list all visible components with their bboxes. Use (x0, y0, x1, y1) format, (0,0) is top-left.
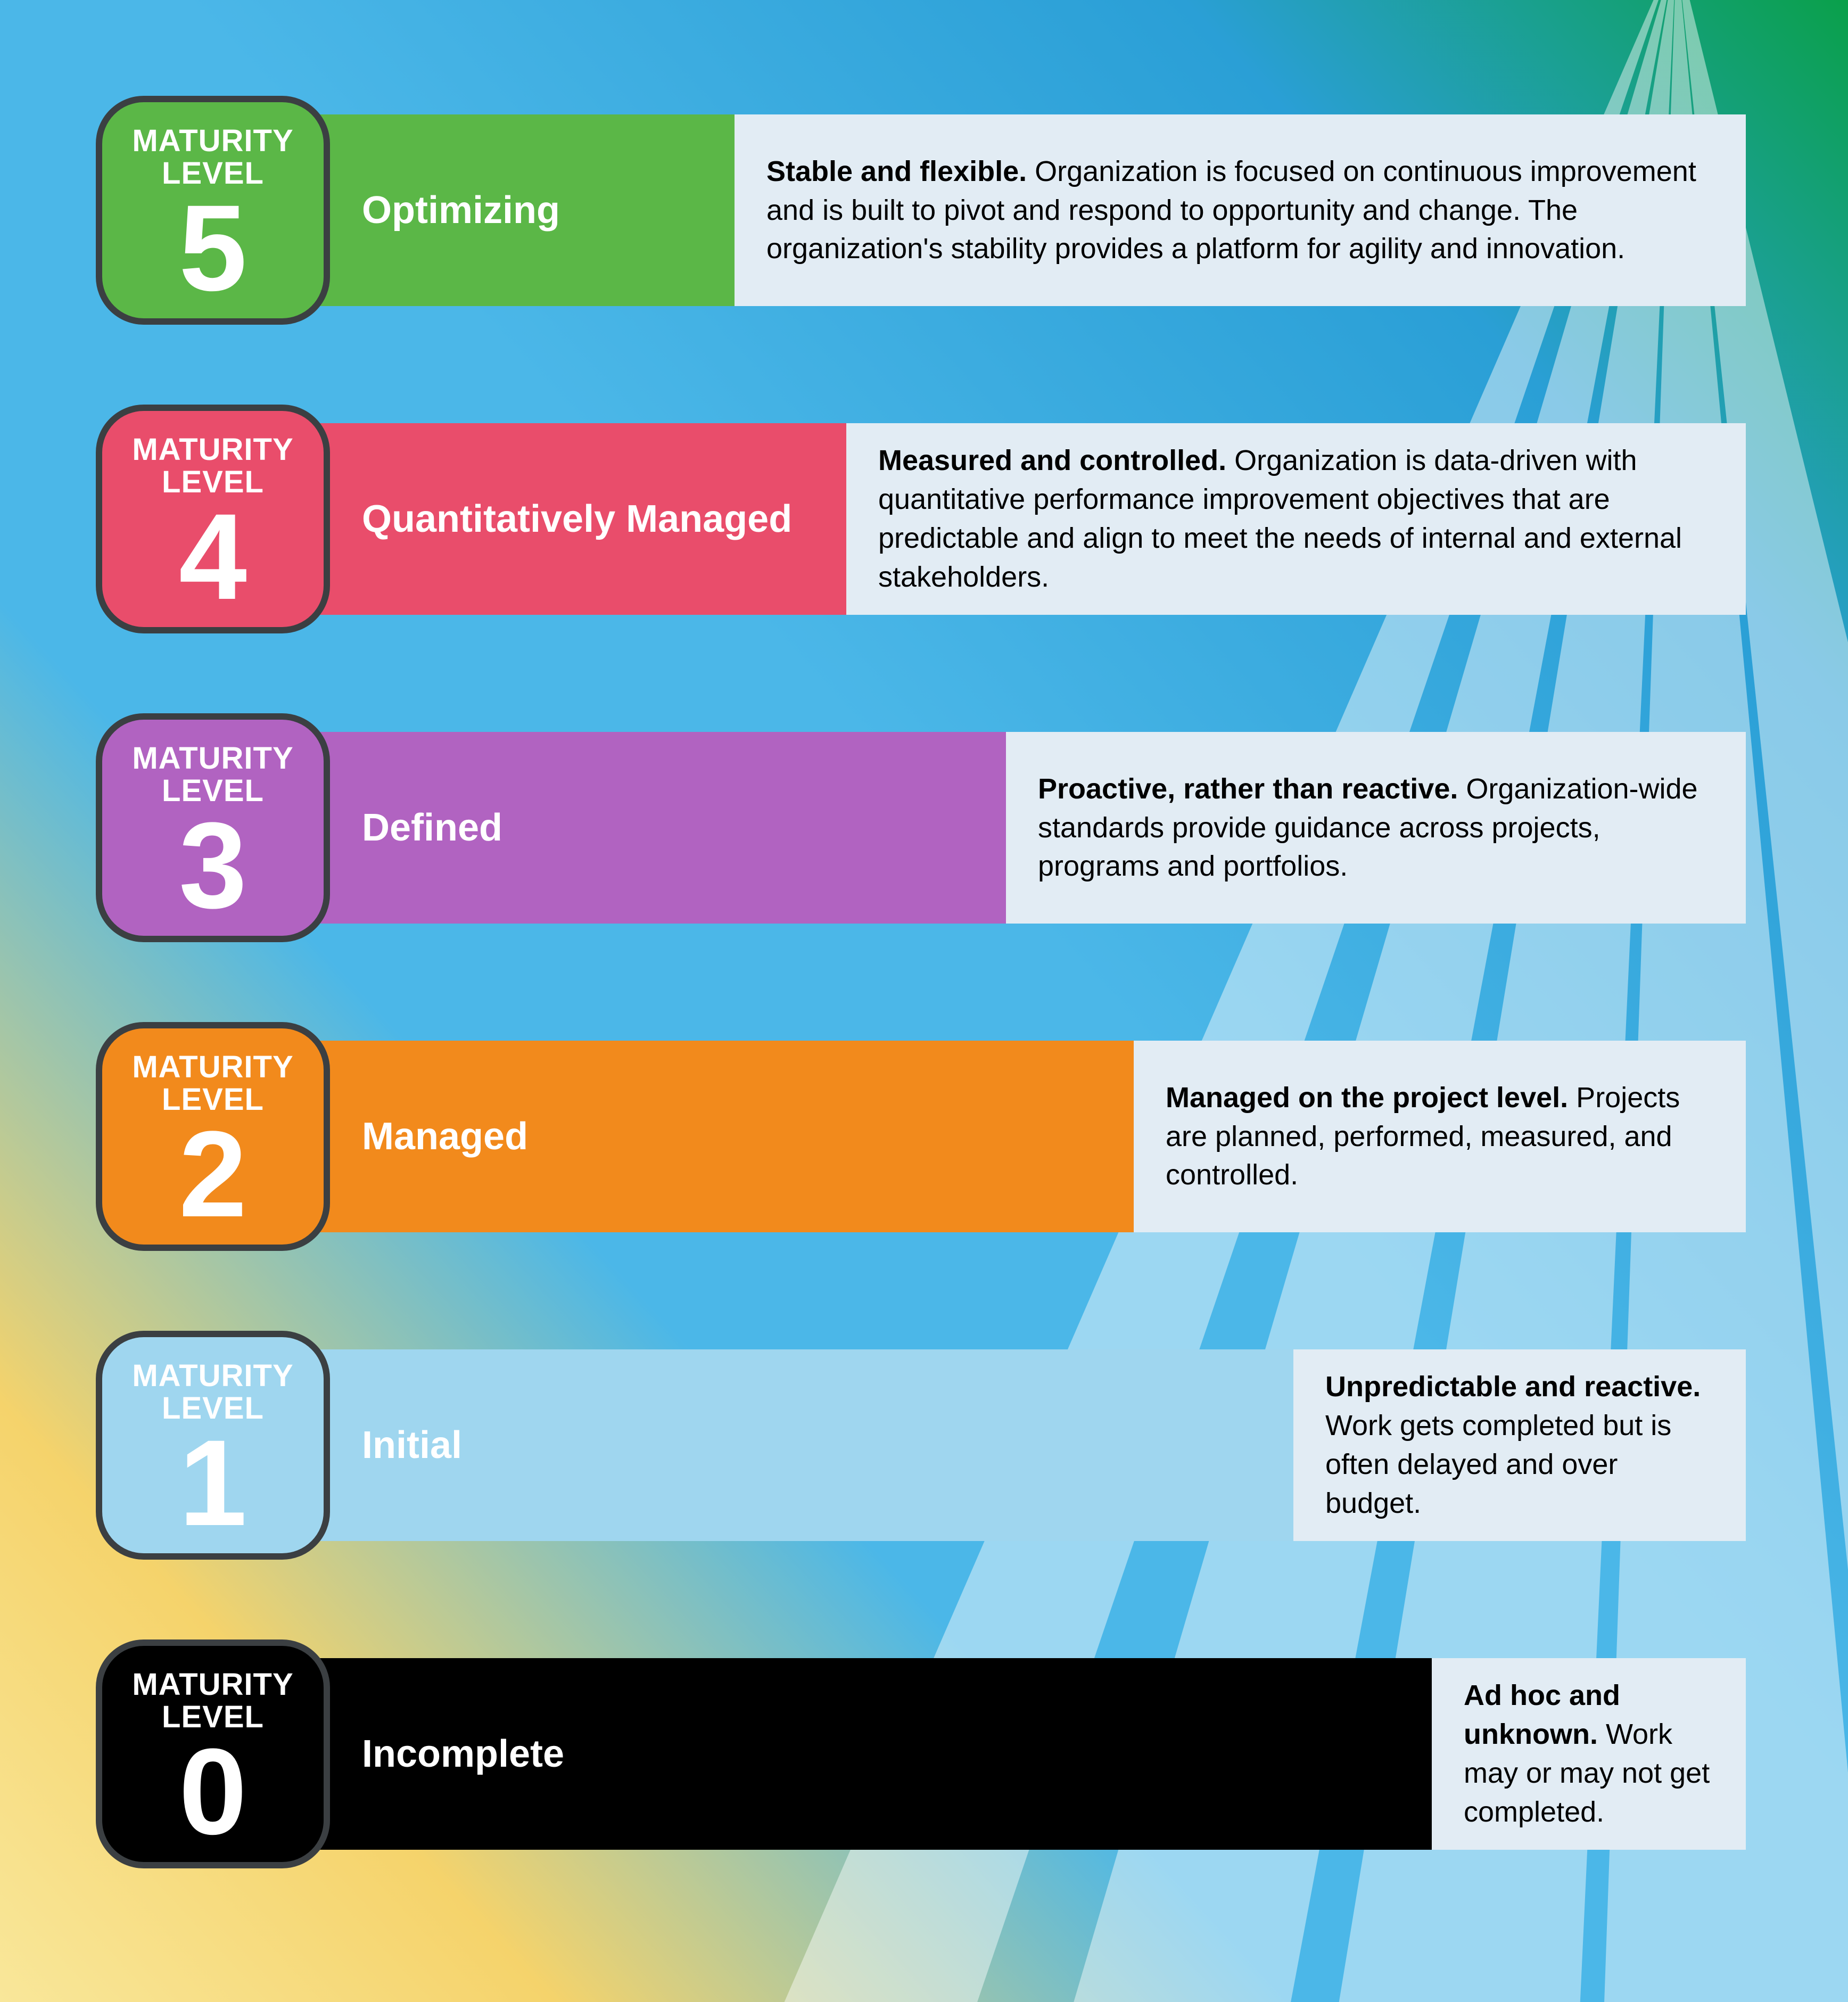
badge-label-line1: MATURITY (132, 1051, 293, 1084)
level-title-bar: Incomplete (202, 1658, 1432, 1850)
level-description: Measured and controlled. Organization is… (878, 423, 1746, 615)
badge-number: 0 (179, 1734, 247, 1850)
badge-number: 1 (179, 1425, 247, 1542)
level-description-rest: Work gets completed but is often delayed… (1325, 1410, 1671, 1519)
level-description-bold: Managed on the project level. (1166, 1082, 1568, 1114)
level-title-bar: Initial (202, 1349, 1293, 1541)
level-description: Unpredictable and reactive. Work gets co… (1325, 1349, 1746, 1541)
level-description-bold: Ad hoc and unknown. (1464, 1679, 1620, 1750)
badge-label-line1: MATURITY (132, 743, 293, 775)
level-badge-5: MATURITYLEVEL5 (96, 96, 330, 325)
badge-number: 5 (179, 190, 247, 307)
level-description: Ad hoc and unknown. Work may or may not … (1464, 1658, 1746, 1850)
level-description-bold: Measured and controlled. (878, 444, 1226, 476)
badge-label-line1: MATURITY (132, 434, 293, 466)
level-description: Stable and flexible. Organization is foc… (766, 114, 1746, 306)
badge-label-line1: MATURITY (132, 125, 293, 158)
level-badge-0: MATURITYLEVEL0 (96, 1640, 330, 1868)
level-description-bold: Proactive, rather than reactive. (1038, 773, 1458, 805)
badge-label-line1: MATURITY (132, 1669, 293, 1701)
level-row-4: Quantitatively ManagedMATURITYLEVEL4Meas… (96, 405, 1746, 633)
badge-label-line1: MATURITY (132, 1360, 293, 1393)
badge-number: 4 (179, 499, 247, 615)
level-badge-4: MATURITYLEVEL4 (96, 405, 330, 633)
level-description: Managed on the project level. Projects a… (1166, 1041, 1746, 1232)
level-row-0: IncompleteMATURITYLEVEL0 Ad hoc and unkno… (96, 1640, 1746, 1868)
level-row-2: ManagedMATURITYLEVEL2 Managed on the proj… (96, 1022, 1746, 1251)
maturity-infographic: OptimizingMATURITYLEVEL5Stable and flexi… (0, 0, 1848, 2002)
level-row-3: DefinedMATURITYLEVEL3Proactive, rather t… (96, 713, 1746, 942)
level-row-5: OptimizingMATURITYLEVEL5Stable and flexi… (96, 96, 1746, 325)
level-description-bold: Stable and flexible. (766, 155, 1027, 187)
levels-container: OptimizingMATURITYLEVEL5Stable and flexi… (96, 96, 1746, 1868)
level-title-bar: Managed (202, 1041, 1134, 1232)
badge-number: 2 (179, 1116, 247, 1233)
level-row-1: InitialMATURITYLEVEL1 Unpredictable and r… (96, 1331, 1746, 1560)
level-badge-3: MATURITYLEVEL3 (96, 713, 330, 942)
level-description-bold: Unpredictable and reactive. (1325, 1371, 1701, 1403)
level-description: Proactive, rather than reactive. Organiz… (1038, 732, 1746, 924)
badge-number: 3 (179, 808, 247, 924)
level-badge-1: MATURITYLEVEL1 (96, 1331, 330, 1560)
level-badge-2: MATURITYLEVEL2 (96, 1022, 330, 1251)
